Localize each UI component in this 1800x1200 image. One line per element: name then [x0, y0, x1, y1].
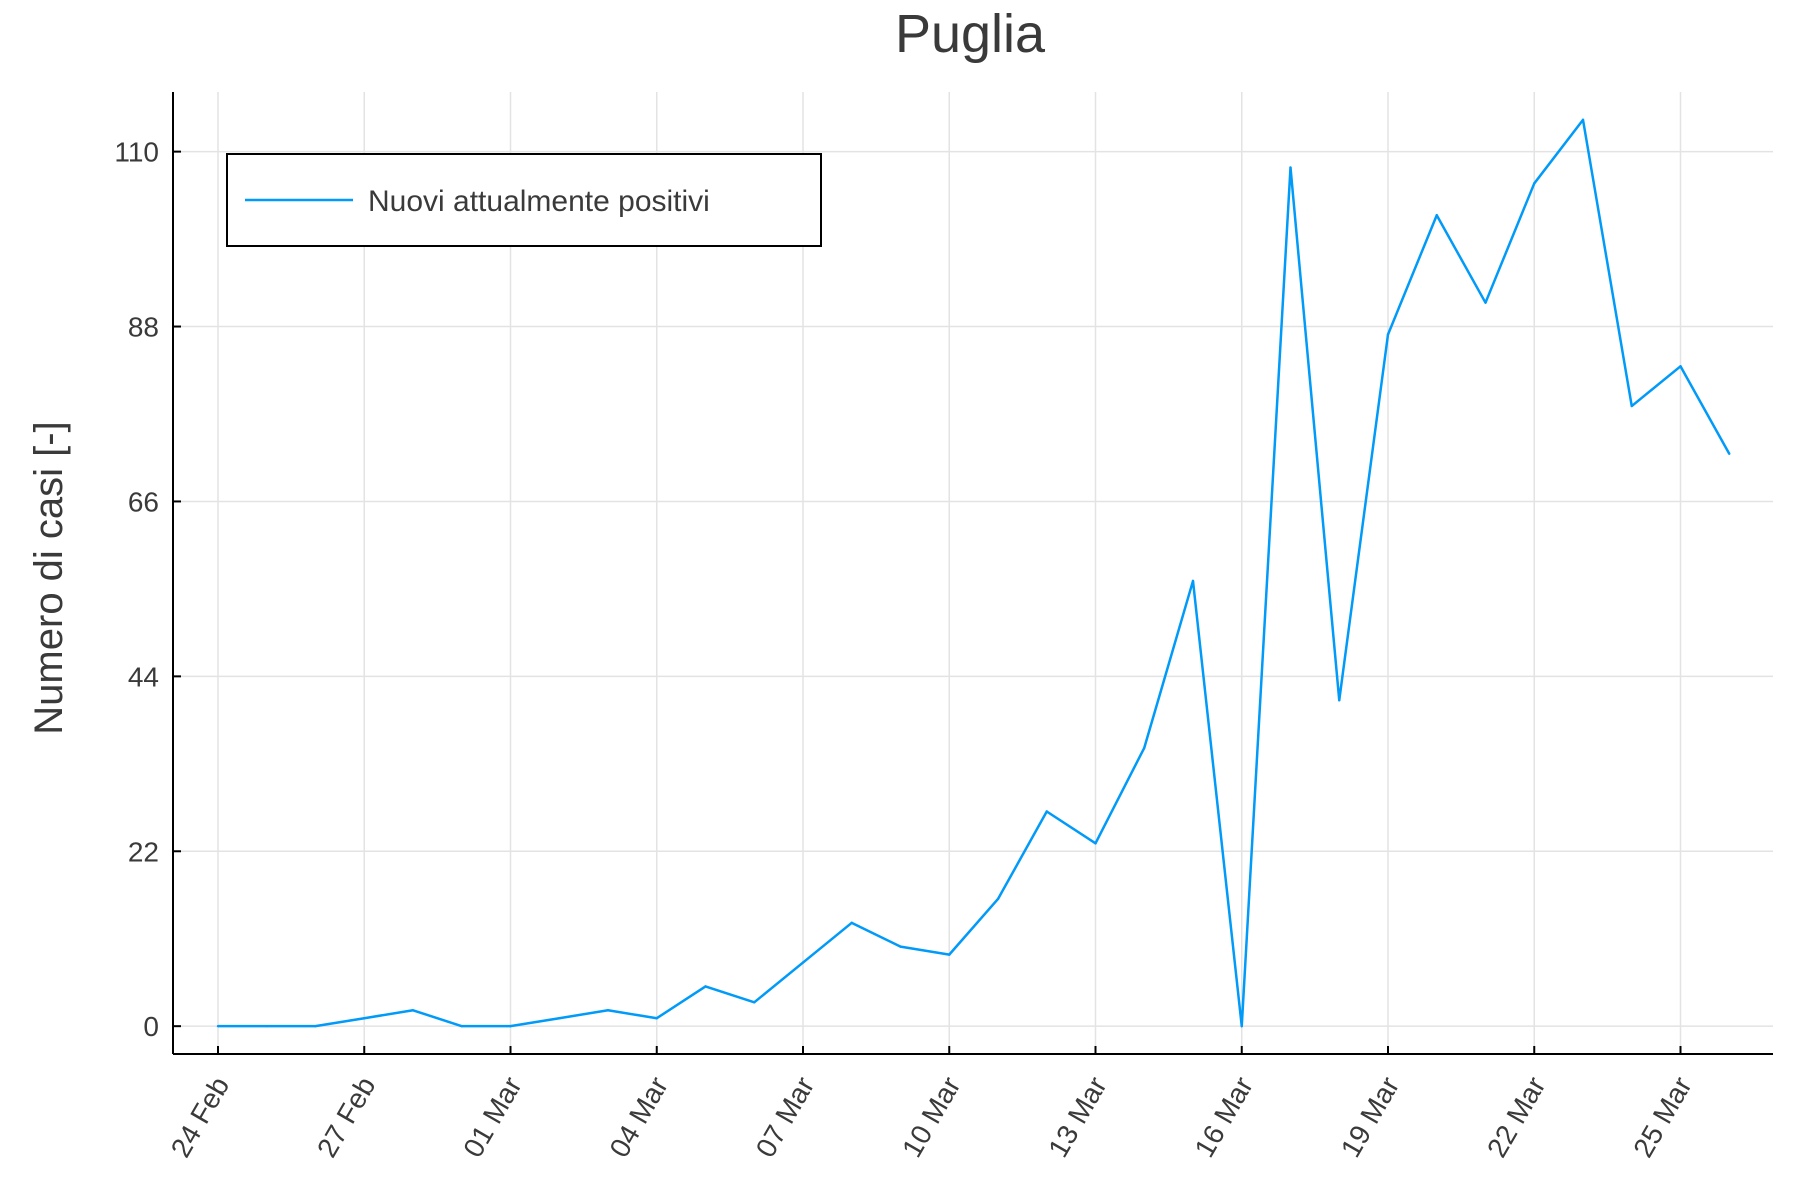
- x-tick-label: 22 Mar: [1481, 1072, 1551, 1163]
- x-tick-label: 16 Mar: [1189, 1072, 1259, 1163]
- data-point: [558, 1017, 561, 1020]
- data-point: [216, 1024, 220, 1028]
- data-point: [1289, 166, 1292, 169]
- data-point: [655, 1017, 658, 1020]
- chart-title: Puglia: [895, 4, 1046, 64]
- legend-label: Nuovi attualmente positivi: [368, 185, 710, 218]
- x-tick-label: 04 Mar: [604, 1072, 674, 1163]
- series-line: [218, 118, 1731, 1028]
- x-tick-label: 25 Mar: [1627, 1072, 1697, 1163]
- y-tick-label: 66: [128, 486, 159, 517]
- data-point: [1338, 699, 1341, 702]
- ticks: 0 22 44 66 88 110 24 Feb 27 Feb 01 Mar 04 Mar 07 M…: [114, 137, 1697, 1163]
- data-point: [1094, 842, 1097, 845]
- y-tick-label: 0: [143, 1011, 159, 1042]
- data-point: [1630, 404, 1633, 408]
- y-tick-label: 110: [114, 137, 159, 168]
- grid: [173, 92, 1773, 1054]
- x-tick-label: 24 Feb: [165, 1072, 235, 1163]
- data-point: [996, 897, 1000, 901]
- series: [216, 118, 1731, 1028]
- y-tick-label: 88: [128, 312, 159, 343]
- data-point: [1679, 365, 1682, 368]
- data-point: [1386, 333, 1390, 336]
- data-point: [1533, 182, 1536, 185]
- data-point: [606, 1009, 610, 1012]
- data-point: [1484, 301, 1487, 304]
- data-point: [1240, 1024, 1243, 1028]
- x-tick-label: 19 Mar: [1335, 1072, 1405, 1163]
- data-point: [704, 985, 707, 988]
- y-tick-label: 44: [128, 661, 159, 692]
- data-point: [1143, 746, 1146, 750]
- y-axis-label: Numero di casi [-]: [27, 421, 71, 734]
- x-tick-label: 27 Feb: [311, 1072, 381, 1163]
- data-point: [363, 1017, 366, 1020]
- data-point: [1191, 579, 1195, 583]
- data-point: [753, 1001, 756, 1004]
- data-point: [411, 1009, 415, 1012]
- axes: [172, 92, 1773, 1055]
- legend: Nuovi attualmente positivi: [226, 153, 822, 247]
- data-point: [948, 953, 951, 956]
- data-point: [1581, 118, 1585, 122]
- data-point: [1435, 214, 1438, 217]
- data-point: [460, 1024, 463, 1028]
- data-point: [899, 945, 902, 948]
- data-point: [850, 921, 853, 925]
- x-tick-label: 10 Mar: [896, 1072, 966, 1163]
- data-point: [314, 1024, 317, 1028]
- data-point: [801, 961, 805, 964]
- x-tick-label: 13 Mar: [1042, 1072, 1112, 1163]
- data-point: [1045, 810, 1048, 813]
- x-tick-label: 01 Mar: [457, 1072, 527, 1163]
- data-point: [509, 1024, 512, 1028]
- data-point: [265, 1024, 268, 1028]
- data-point: [1728, 452, 1731, 455]
- y-tick-label: 22: [128, 836, 159, 867]
- x-tick-label: 07 Mar: [750, 1072, 820, 1163]
